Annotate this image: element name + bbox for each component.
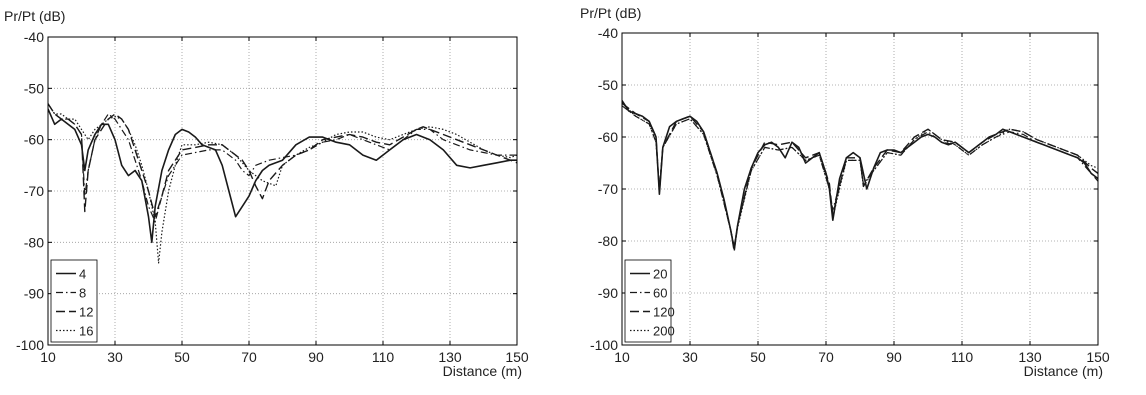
legend-label-12: 12 <box>79 305 93 320</box>
y-tick-label: -80 <box>24 234 44 250</box>
y-tick-label: -100 <box>590 337 618 353</box>
y-tick-label: -90 <box>598 285 618 301</box>
x-axis-label: Distance (m) <box>443 363 522 379</box>
series-line-4 <box>48 108 517 244</box>
x-tick-label: 50 <box>750 349 766 365</box>
y-tick-label: -70 <box>598 181 618 197</box>
x-tick-label: 10 <box>40 349 56 365</box>
y-tick-label: -60 <box>598 129 618 145</box>
x-tick-label: 110 <box>372 349 395 365</box>
series-group <box>622 100 1098 253</box>
y-tick-label: -70 <box>24 183 44 199</box>
legend: 20 60 120 200 <box>624 259 675 343</box>
legend-label-8: 8 <box>79 286 86 301</box>
series-line-120 <box>622 102 1098 253</box>
series-line-20 <box>622 100 1098 250</box>
x-tick-label: 130 <box>1018 349 1042 365</box>
x-tick-label: 30 <box>107 349 123 365</box>
chart-panel-2: 10 30 50 70 90 110 130 150 -40 -50 -60 -70 -80 -90 -10… <box>580 5 1110 379</box>
x-tick-label: 50 <box>174 349 190 365</box>
y-tick-label: -50 <box>598 77 618 93</box>
series-line-200 <box>622 102 1098 250</box>
y-tick-label: -40 <box>24 29 44 45</box>
x-tick-label: 10 <box>614 349 630 365</box>
y-tick-label: -40 <box>598 25 618 41</box>
x-axis-label: Distance (m) <box>1024 363 1103 379</box>
series-line-12 <box>48 103 517 218</box>
legend-label-200: 200 <box>653 324 675 339</box>
x-tick-label: 130 <box>438 349 462 365</box>
series-line-8 <box>48 103 517 223</box>
y-tick-label: -90 <box>24 286 44 302</box>
legend-label-4: 4 <box>79 267 86 282</box>
x-tick-label: 30 <box>682 349 698 365</box>
x-tick-label: 70 <box>241 349 257 365</box>
y-tick-label: -50 <box>24 80 44 96</box>
y-tick-label: -80 <box>598 233 618 249</box>
legend-label-60: 60 <box>653 286 667 301</box>
series-group <box>48 103 517 264</box>
legend-label-16: 16 <box>79 324 93 339</box>
y-tick-label: -60 <box>24 132 44 148</box>
x-tick-label: 90 <box>308 349 324 365</box>
legend-label-120: 120 <box>653 305 675 320</box>
y-axis-label: Pr/Pt (dB) <box>580 5 641 21</box>
legend-label-20: 20 <box>653 267 667 282</box>
chart-panel-1: 10 30 50 70 90 110 130 150 -40 -50 -60 -70 -80 -90 -10… <box>4 8 529 379</box>
y-tick-label: -100 <box>16 337 44 353</box>
y-axis-label: Pr/Pt (dB) <box>4 8 65 24</box>
x-tick-label: 110 <box>951 349 974 365</box>
series-line-60 <box>622 105 1098 247</box>
x-tick-label: 70 <box>818 349 834 365</box>
x-tick-label: 150 <box>1086 349 1110 365</box>
x-tick-label: 150 <box>505 349 529 365</box>
legend: 4 8 12 16 <box>50 259 98 343</box>
series-line-16 <box>48 103 517 264</box>
x-tick-label: 90 <box>886 349 902 365</box>
